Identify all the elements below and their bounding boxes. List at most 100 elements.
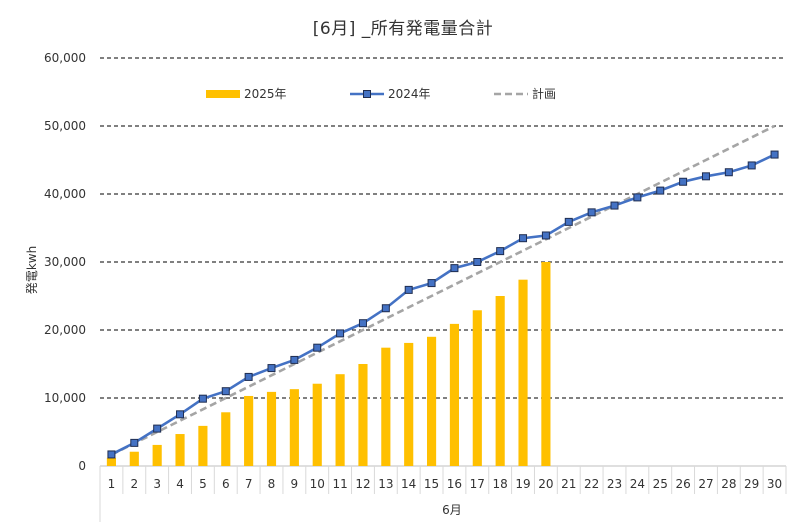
line-point xyxy=(358,319,367,328)
y-tick-label: 50,000 xyxy=(44,119,86,133)
x-tick-label: 9 xyxy=(291,477,299,491)
y-tick-label: 40,000 xyxy=(44,187,86,201)
x-tick-label: 30 xyxy=(767,477,782,491)
y-tick-label: 30,000 xyxy=(44,255,86,269)
line-point xyxy=(747,161,756,170)
line-point xyxy=(198,394,207,403)
x-tick-label: 26 xyxy=(675,477,690,491)
x-tick-label: 12 xyxy=(355,477,370,491)
chart-title: [6月] _所有発電量合計 xyxy=(312,19,494,39)
line-point xyxy=(381,304,390,313)
line-series-2024 xyxy=(107,150,779,459)
x-tick-label: 25 xyxy=(653,477,668,491)
legend-label-2024: 2024年 xyxy=(388,87,431,101)
x-tick-label: 13 xyxy=(378,477,393,491)
x-tick-label: 22 xyxy=(584,477,599,491)
x-axis-ticks: 1 2 3 4 5 6 7 8 9 10 11 12 13 14 15 16 17 18 19 20 21 22 23 24 2… xyxy=(108,477,783,491)
line-point xyxy=(701,172,710,181)
bar xyxy=(266,391,277,466)
bar xyxy=(129,451,139,466)
y-tick-label: 0 xyxy=(78,459,86,473)
line-point xyxy=(473,258,482,266)
line-point xyxy=(153,424,162,433)
line-point xyxy=(450,264,459,273)
bar xyxy=(175,434,185,466)
y-axis-label: 発電kwh xyxy=(25,246,39,294)
bar xyxy=(289,389,299,466)
line-point xyxy=(290,355,299,364)
x-tick-label: 5 xyxy=(199,477,207,491)
x-tick-label: 17 xyxy=(470,477,485,491)
line-point xyxy=(724,168,733,177)
legend-marker-2024 xyxy=(363,90,371,98)
grid-lines xyxy=(99,57,787,522)
x-tick-label: 1 xyxy=(108,477,116,491)
bar xyxy=(426,336,437,466)
bar xyxy=(495,296,505,466)
bar xyxy=(404,342,414,466)
line-point xyxy=(496,247,505,256)
line-point xyxy=(336,329,345,338)
line-point xyxy=(107,450,116,459)
bar xyxy=(518,279,528,466)
legend-label-plan: 計画 xyxy=(532,86,556,101)
line-series-plan xyxy=(110,124,776,456)
bar xyxy=(381,347,391,466)
x-tick-label: 7 xyxy=(245,477,253,491)
x-tick-label: 23 xyxy=(607,477,622,491)
plan-line xyxy=(110,124,776,456)
x-tick-label: 11 xyxy=(332,477,347,491)
line-point xyxy=(427,279,436,288)
line-point xyxy=(519,234,528,243)
bar xyxy=(312,383,322,466)
x-tick-label: 21 xyxy=(561,477,576,491)
x-tick-label: 20 xyxy=(538,477,553,491)
line-point xyxy=(176,410,185,419)
x-tick-label: 3 xyxy=(153,477,161,491)
line-point xyxy=(679,177,688,186)
legend-label-2025: 2025年 xyxy=(244,87,287,101)
x-tick-label: 19 xyxy=(515,477,530,491)
x-tick-label: 27 xyxy=(698,477,713,491)
bar xyxy=(449,323,460,466)
x-tick-label: 16 xyxy=(447,477,462,491)
line-point xyxy=(267,364,276,373)
bar xyxy=(335,374,345,466)
x-tick-label: 2 xyxy=(130,477,138,491)
line-point xyxy=(587,208,596,217)
line-point xyxy=(541,231,550,240)
x-tick-label: 29 xyxy=(744,477,759,491)
line-point xyxy=(221,387,230,396)
bar xyxy=(106,457,117,466)
line-point xyxy=(656,186,665,195)
bar xyxy=(198,425,208,466)
bar xyxy=(244,395,254,466)
line-point xyxy=(564,217,573,226)
x-tick-label: 15 xyxy=(424,477,439,491)
x-tick-label: 6 xyxy=(222,477,230,491)
line-point xyxy=(313,343,322,352)
bar xyxy=(472,310,482,466)
x-axis-label: 6月 xyxy=(442,503,462,517)
bar xyxy=(541,262,551,466)
y-tick-label: 10,000 xyxy=(44,391,86,405)
x-tick-label: 8 xyxy=(268,477,276,491)
line-2024 xyxy=(110,153,776,456)
y-tick-label: 20,000 xyxy=(44,323,86,337)
x-tick-label: 10 xyxy=(310,477,325,491)
x-tick-label: 18 xyxy=(493,477,508,491)
y-tick-label: 60,000 xyxy=(44,51,86,65)
legend: 2025年 2024年 計画 xyxy=(206,86,556,101)
line-point xyxy=(610,201,619,210)
legend-swatch-2025 xyxy=(206,90,240,98)
line-point xyxy=(633,193,642,202)
bar xyxy=(152,444,162,466)
x-tick-label: 14 xyxy=(401,477,416,491)
bar xyxy=(221,412,231,466)
bar-series-2025 xyxy=(106,262,551,466)
line-point xyxy=(770,150,779,159)
x-tick-label: 28 xyxy=(721,477,736,491)
x-tick-label: 4 xyxy=(176,477,184,491)
x-tick-label: 24 xyxy=(630,477,645,491)
